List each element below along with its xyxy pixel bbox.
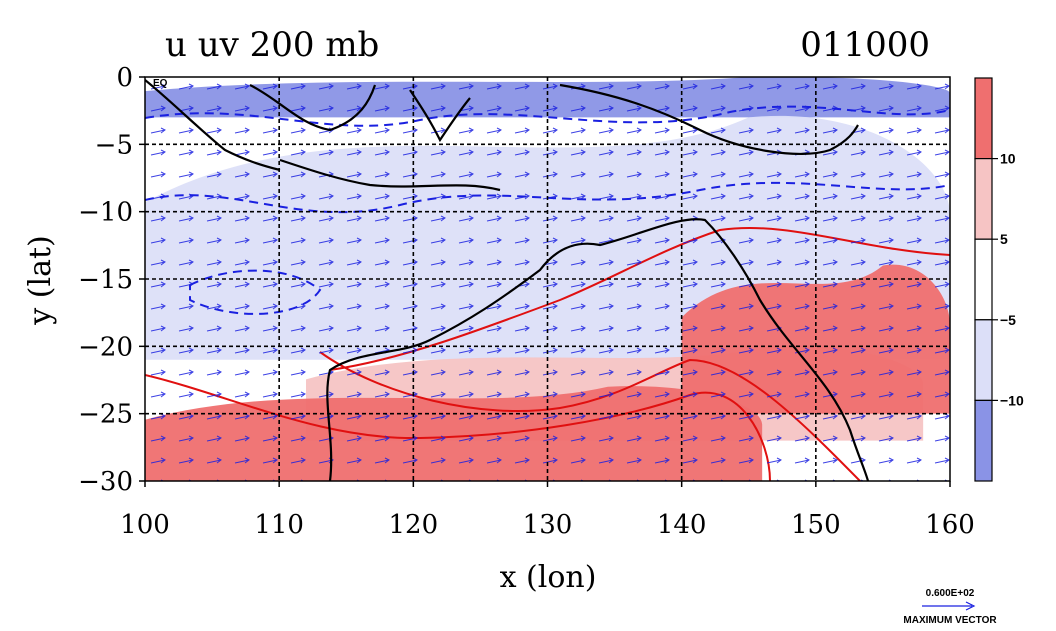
y-tick-label: 0 xyxy=(116,63,133,93)
max-vector-arrowhead xyxy=(965,601,976,611)
colorbar-tick-label: 10 xyxy=(1000,151,1016,167)
y-tick-label: −10 xyxy=(78,198,133,228)
x-axis-label: x (lon) xyxy=(500,560,597,595)
colorbar-tick-label: 5 xyxy=(1000,231,1008,247)
x-axis-ticks: 100 110 120 130 140 150 160 xyxy=(120,481,975,540)
borneo-coastline xyxy=(249,84,377,132)
x-tick-label: 150 xyxy=(791,510,841,540)
y-tick-label: −30 xyxy=(78,467,133,497)
new-guinea-coastline xyxy=(559,83,859,156)
colorbar-block xyxy=(974,77,993,160)
colorbar-block xyxy=(974,158,993,240)
y-axis-label: y (lat) xyxy=(23,235,58,325)
max-vector-value: 0.600E+02 xyxy=(926,588,975,599)
lat-lon-grid xyxy=(145,77,950,481)
sulawesi-coastline xyxy=(409,89,471,143)
australia-coastline xyxy=(326,218,870,481)
x-tick-label: 110 xyxy=(254,510,304,540)
java-coastline xyxy=(279,158,501,192)
x-tick-label: 100 xyxy=(120,510,170,540)
x-tick-label: 130 xyxy=(523,510,573,540)
y-tick-label: −25 xyxy=(78,400,133,430)
x-tick-label: 160 xyxy=(925,510,975,540)
colorbar-block xyxy=(974,319,993,401)
sumatra-coastline xyxy=(145,79,281,172)
colorbar-block xyxy=(974,399,993,482)
coastlines xyxy=(145,79,870,481)
y-tick-label: −15 xyxy=(78,265,133,295)
chart-title: u uv 200 mb xyxy=(165,25,379,65)
plot-area xyxy=(145,77,950,481)
y-axis-ticks: 0 −5 −10 −15 −20 −25 −30 xyxy=(78,63,145,497)
chart-timestamp: 011000 xyxy=(800,25,930,65)
colorbar-tick-label: −5 xyxy=(1000,312,1016,328)
x-tick-label: 140 xyxy=(657,510,707,540)
corner-label: EQ xyxy=(153,78,168,89)
colorbar-tick-label: −10 xyxy=(1000,392,1024,408)
max-vector-key: 0.600E+02 MAXIMUM VECTOR xyxy=(903,588,997,626)
colorbar-block xyxy=(974,238,993,321)
y-tick-label: −5 xyxy=(95,130,133,160)
max-vector-caption: MAXIMUM VECTOR xyxy=(903,615,997,626)
x-tick-label: 120 xyxy=(389,510,439,540)
y-tick-label: −20 xyxy=(78,332,133,362)
colorbar: 10 5 −5 −10 xyxy=(974,77,1024,482)
